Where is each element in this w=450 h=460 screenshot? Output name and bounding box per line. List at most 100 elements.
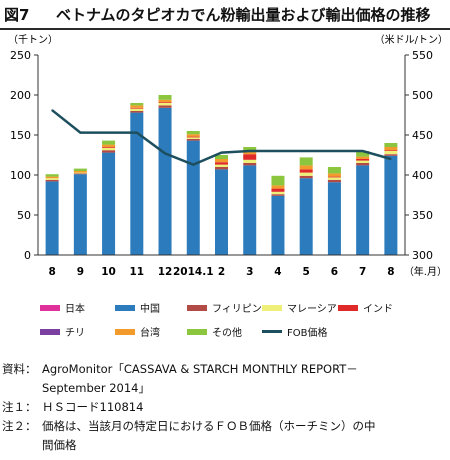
bar-segment xyxy=(243,159,257,163)
legend-label: その他 xyxy=(212,328,242,339)
bar-segment xyxy=(45,174,59,177)
right-tick-label: 350 xyxy=(412,209,433,222)
legend-label: チリ xyxy=(65,328,85,339)
x-tick-label: 10 xyxy=(101,266,116,278)
bar-segment xyxy=(271,194,285,196)
source-notes: 資料： AgroMonitor「CASSAVA & STARCH MONTHLY… xyxy=(2,360,376,455)
x-tick-label: 3 xyxy=(246,266,253,278)
bar-segment xyxy=(327,167,341,174)
bar-segment xyxy=(299,165,313,170)
x-tick-label: 5 xyxy=(303,266,310,278)
legend-swatch xyxy=(262,330,282,333)
legend-label: 日本 xyxy=(65,304,85,315)
bar-segment xyxy=(271,175,285,186)
fob-price-point xyxy=(390,158,392,160)
fob-price-point xyxy=(79,131,82,134)
chart-area: （千トン） （米ドル/トン）050100150200250300350400450… xyxy=(8,33,448,278)
bar-segment xyxy=(356,165,370,255)
bar-segment xyxy=(271,185,285,189)
bar-segment xyxy=(73,173,87,175)
bar-segment xyxy=(102,147,116,148)
bar-segment xyxy=(102,152,116,255)
bar-segment xyxy=(186,137,200,139)
fob-price-point xyxy=(361,150,364,152)
bar-segment xyxy=(158,107,172,255)
bar-segment xyxy=(215,159,228,163)
bar-segment xyxy=(243,154,257,160)
note-row: 間価格 xyxy=(2,436,376,455)
legend-label: フィリピン xyxy=(212,304,262,315)
bar-segment xyxy=(356,151,370,157)
bar-segment xyxy=(158,105,172,108)
x-tick-label: 7 xyxy=(359,266,366,278)
bar-segment xyxy=(384,154,398,156)
bar-segment xyxy=(327,182,341,255)
right-tick-label: 450 xyxy=(412,129,433,142)
note-row: 注２： 価格は、当該月の特定日におけるＦＯＢ価格（ホーチミン）の中 xyxy=(2,417,376,436)
bar-segment xyxy=(73,174,87,255)
chart-legend: 日本 中国 フィリピン マレーシア インド チリ 台湾 その他 FOB価格 xyxy=(0,296,450,340)
right-tick-label: 400 xyxy=(412,169,433,182)
left-tick-label: 100 xyxy=(10,169,31,182)
bar-segment xyxy=(215,162,228,165)
bar-segment xyxy=(186,131,200,135)
legend-item: インド xyxy=(338,300,393,315)
fob-price-point xyxy=(136,131,138,134)
bar-segment xyxy=(299,178,313,255)
note-text: 価格は、当該月の特定日におけるＦＯＢ価格（ホーチミン）の中 xyxy=(42,419,376,433)
bar-segment xyxy=(299,175,313,179)
bar-segment xyxy=(299,172,313,176)
bar-segment xyxy=(356,163,370,166)
left-tick-label: 200 xyxy=(10,89,31,102)
legend-item: その他 xyxy=(187,324,242,339)
note-row: 注１： ＨＳコード110814 xyxy=(2,398,376,417)
left-tick-label: 250 xyxy=(10,49,31,62)
x-tick-label: 11 xyxy=(129,266,144,278)
legend-swatch xyxy=(115,304,135,311)
bar-segment xyxy=(102,144,116,147)
bar-segment xyxy=(384,150,398,151)
bar-segment xyxy=(243,151,257,155)
right-axis-unit: （米ドル/トン） xyxy=(375,33,448,46)
legend-swatch xyxy=(262,304,282,311)
bar-segment xyxy=(45,178,59,180)
bar-segment xyxy=(130,103,144,106)
bar-segment xyxy=(186,136,200,138)
note-text: ＨＳコード110814 xyxy=(42,400,144,414)
bar-segment xyxy=(327,173,341,177)
legend-label: 中国 xyxy=(140,304,160,315)
x-tick-label: 8 xyxy=(48,266,55,278)
note-text: September 2014」 xyxy=(42,381,150,395)
bar-segment xyxy=(384,147,398,151)
figure-title: ベトナムのタピオカでん粉輸出量および輸出価格の推移 xyxy=(56,6,431,24)
bar-segment xyxy=(45,179,59,182)
bar-segment xyxy=(73,168,87,171)
bar-segment xyxy=(73,171,87,173)
bar-segment xyxy=(384,151,398,155)
bar-segment xyxy=(299,157,313,166)
fob-price-point xyxy=(164,152,166,155)
x-tick-label: 12 xyxy=(158,266,173,278)
legend-swatch xyxy=(40,304,60,311)
right-tick-label: 550 xyxy=(412,49,433,62)
x-tick-label: 8 xyxy=(387,266,394,278)
legend-item: 台湾 xyxy=(115,324,160,339)
bar-segment xyxy=(215,164,228,167)
bar-segment xyxy=(327,176,341,178)
left-axis-unit: （千トン） xyxy=(8,34,58,46)
note-text: AgroMonitor「CASSAVA & STARCH MONTHLY REP… xyxy=(42,362,358,376)
legend-label: 台湾 xyxy=(140,328,160,339)
bar-segment xyxy=(186,140,200,255)
bar-segment xyxy=(215,169,228,255)
bar-segment xyxy=(271,188,285,192)
bar-segment xyxy=(102,150,116,153)
bar-segment xyxy=(130,105,144,108)
bar-segment xyxy=(271,195,285,255)
bar-segment xyxy=(130,107,144,109)
x-tick-label: 4 xyxy=(274,266,281,278)
bar-segment xyxy=(271,191,285,195)
legend-item: 中国 xyxy=(115,300,160,315)
fob-price-point xyxy=(107,131,110,134)
bar-segment xyxy=(102,147,116,151)
bar-segment xyxy=(327,177,341,180)
